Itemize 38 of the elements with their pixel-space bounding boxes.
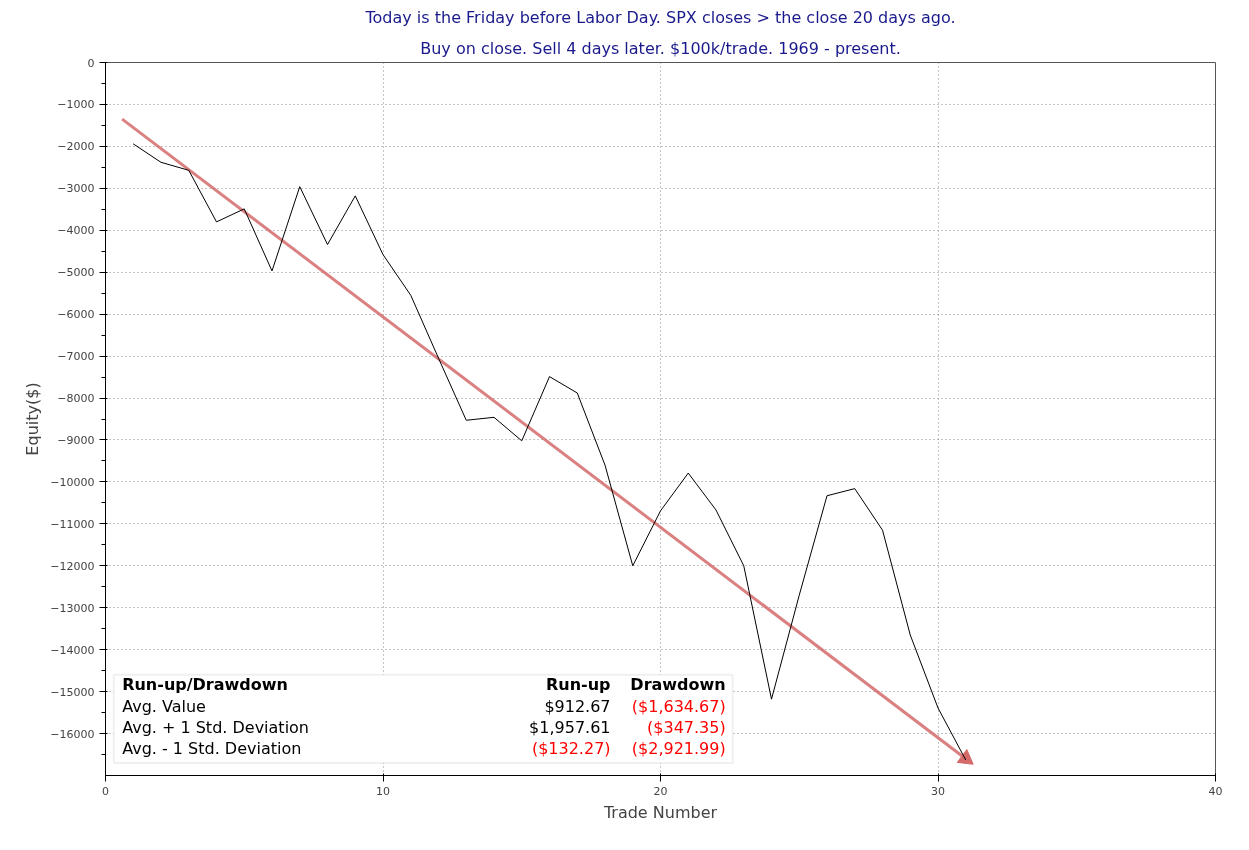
annotation: Run-up: [545, 675, 611, 695]
y-tick-label: −7000: [57, 350, 95, 364]
y-axis-title: Equity($): [23, 382, 43, 456]
x-tick-label: 40: [1208, 784, 1223, 798]
annotation: Avg. + 1 Std. Deviation: [122, 717, 310, 737]
annotation: $912.67: [544, 696, 611, 716]
chart-title: Today is the Friday before Labor Day. SPX closes > the close 20 days ago.: [364, 7, 956, 27]
y-tick-label: −15000: [50, 685, 95, 699]
x-tick-label: 0: [102, 784, 109, 798]
x-tick-label: 20: [653, 784, 668, 798]
y-tick-label: −12000: [50, 559, 95, 573]
annotation: ($2,921.99): [631, 738, 726, 758]
y-tick-label: −13000: [50, 601, 95, 615]
y-tick-label: −2000: [57, 140, 95, 154]
annotation: Run-up/Drawdown: [122, 675, 288, 695]
x-tick-label: 10: [376, 784, 390, 798]
annotation: ($132.27): [531, 738, 611, 758]
y-tick-label: −8000: [57, 392, 95, 406]
annotation: ($347.35): [647, 717, 726, 737]
chart-subtitle: Buy on close. Sell 4 days later. $100k/trade. 1969 - present.: [420, 38, 901, 58]
annotation: Drawdown: [630, 675, 726, 695]
x-axis-title: Trade Number: [602, 802, 718, 822]
y-tick-label: −3000: [57, 182, 95, 196]
y-tick-label: −6000: [57, 308, 95, 322]
y-tick-label: −5000: [57, 266, 95, 280]
y-tick-label: −14000: [50, 643, 95, 657]
y-tick-label: −9000: [57, 433, 95, 447]
y-tick-label: −4000: [57, 224, 95, 238]
annotation: Avg. - 1 Std. Deviation: [122, 738, 302, 758]
annotation: $1,957.61: [529, 717, 611, 737]
y-tick-label: −1000: [57, 98, 95, 112]
annotation: ($1,634.67): [631, 696, 726, 716]
y-tick-label: −16000: [50, 727, 95, 741]
y-tick-label: −11000: [50, 517, 95, 531]
y-tick-label: −10000: [50, 475, 95, 489]
x-tick-label: 30: [931, 784, 945, 798]
annotation: Avg. Value: [122, 696, 206, 716]
y-tick-label: 0: [87, 56, 95, 70]
